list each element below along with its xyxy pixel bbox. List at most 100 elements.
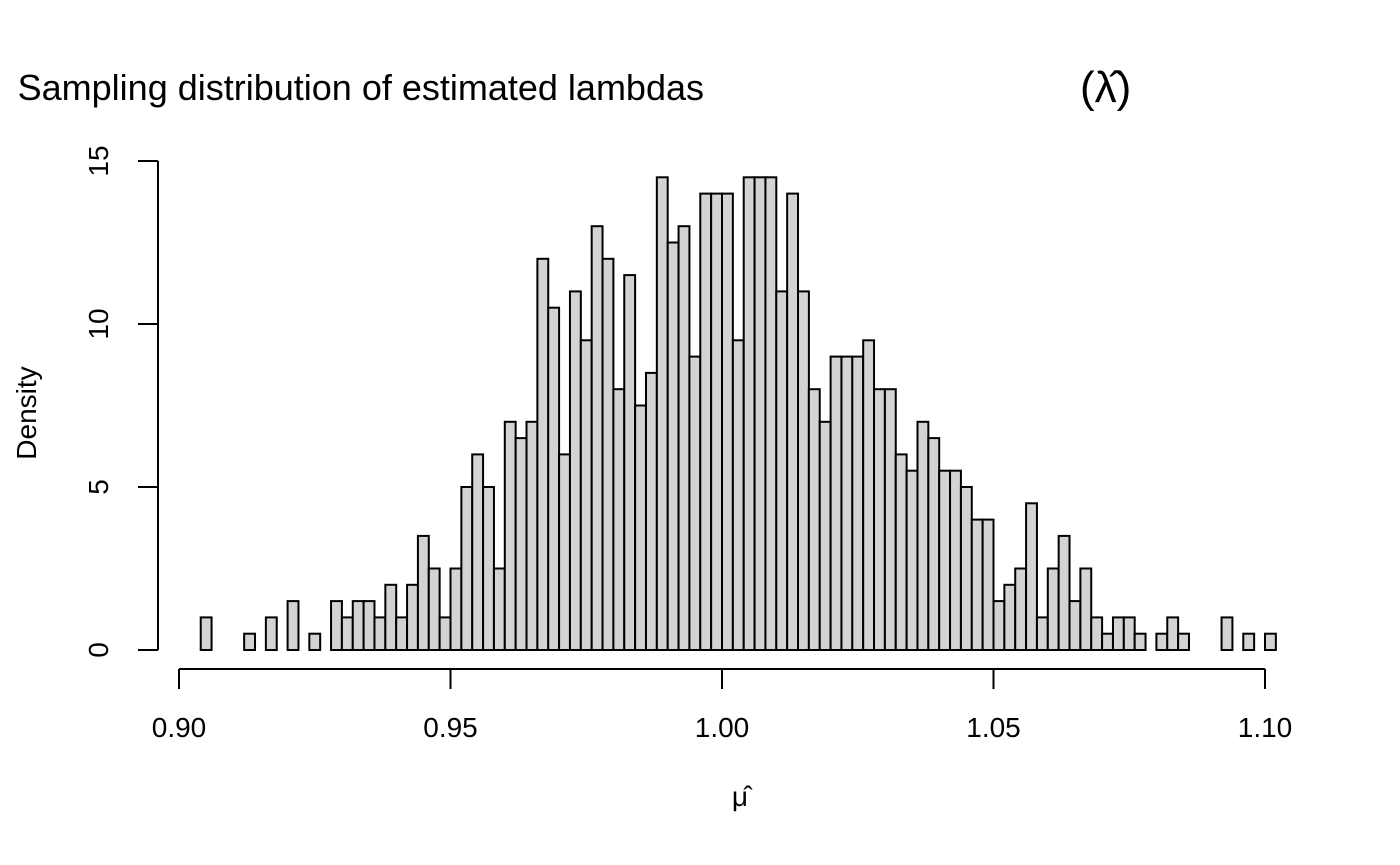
histogram-bar	[981, 518, 995, 651]
histogram-bar	[590, 225, 604, 651]
y-tick-label: 5	[83, 479, 114, 495]
histogram-bar	[905, 469, 919, 652]
histogram-bar	[829, 355, 843, 651]
histogram-bar	[525, 420, 539, 651]
histogram-bar	[406, 583, 419, 651]
x-tick-label: 1.05	[966, 712, 1021, 743]
y-tick-label: 10	[83, 308, 114, 339]
histogram-bar	[721, 192, 734, 651]
histogram-bar	[840, 355, 854, 651]
histogram-bar	[536, 257, 550, 651]
histogram-bar	[1025, 502, 1038, 651]
histogram-bar	[330, 600, 343, 651]
histogram-bar	[351, 600, 365, 651]
histogram-bar	[970, 518, 984, 651]
y-axis: 0 5 10 15	[83, 145, 159, 658]
histogram-bar	[1133, 632, 1147, 652]
histogram-bar	[786, 192, 800, 651]
histogram-bar	[1264, 632, 1277, 652]
y-tick-label: 15	[83, 145, 114, 176]
histogram-bar	[492, 567, 506, 651]
histogram-bar	[634, 404, 647, 651]
histogram-bar	[601, 257, 615, 651]
histogram-bar	[1035, 616, 1049, 652]
histogram-bar	[1111, 616, 1125, 652]
histogram-bar	[438, 616, 452, 652]
histogram-bar	[992, 600, 1006, 651]
histogram-bar	[1220, 616, 1234, 652]
histogram-bar	[1177, 632, 1190, 652]
x-axis: 0.90 0.95 1.00 1.05 1.10	[152, 668, 1293, 743]
histogram-bar	[1003, 583, 1017, 651]
histogram-bar	[340, 616, 354, 652]
x-tick-label: 1.10	[1238, 712, 1293, 743]
histogram-bar	[482, 486, 495, 651]
histogram-bars	[199, 176, 1277, 652]
histogram-bar	[655, 176, 669, 652]
histogram-bar	[373, 616, 387, 652]
histogram-bar	[362, 600, 376, 651]
chart-title: Sampling distribution of estimated lambd…	[18, 63, 1132, 112]
x-axis-label: μ̂	[732, 781, 753, 812]
histogram-bar	[764, 176, 778, 652]
histogram-bar	[807, 388, 821, 651]
histogram-bar	[818, 420, 832, 651]
histogram-bar	[1090, 616, 1104, 652]
histogram-bar	[1155, 632, 1169, 652]
histogram-bar	[264, 616, 278, 652]
histogram-bar	[862, 339, 876, 651]
x-tick-label: 1.00	[695, 712, 750, 743]
histogram-bar	[927, 437, 941, 651]
histogram-bar	[644, 371, 658, 651]
histogram-bar	[243, 632, 257, 652]
histogram-bar	[666, 241, 680, 651]
histogram-bar	[938, 469, 952, 652]
histogram-bar	[568, 290, 582, 651]
histogram-bar	[949, 469, 962, 652]
histogram-bar	[449, 567, 463, 651]
histogram-bar	[514, 437, 528, 651]
histogram-bar	[873, 388, 886, 651]
histogram-bar	[916, 420, 930, 651]
histogram-bar	[623, 274, 637, 651]
histogram-bar	[558, 453, 571, 651]
histogram-bar	[753, 176, 767, 652]
histogram-bar	[731, 339, 745, 651]
histogram-bar	[1057, 534, 1071, 652]
histogram-bar	[742, 176, 756, 652]
histogram-bar	[1242, 632, 1256, 652]
histogram-bar	[1079, 567, 1093, 651]
chart-title-symbol: (λ̂)	[1080, 63, 1131, 112]
histogram-bar	[775, 290, 789, 651]
chart-title-text: Sampling distribution of estimated lambd…	[18, 67, 704, 108]
histogram-bar	[503, 420, 517, 651]
histogram-bar	[1046, 567, 1060, 651]
histogram-bar	[395, 616, 409, 652]
histogram-bar	[547, 306, 561, 651]
histogram-bar	[1014, 567, 1028, 651]
histogram-bar	[416, 534, 430, 652]
histogram-bar	[1166, 616, 1180, 652]
histogram-bar	[1122, 616, 1136, 652]
histogram-bar	[710, 192, 724, 651]
histogram-bar	[677, 225, 691, 651]
histogram-bar	[894, 453, 908, 651]
y-tick-label: 0	[83, 642, 114, 658]
x-tick-label: 0.90	[152, 712, 207, 743]
histogram-bar	[384, 583, 398, 651]
histogram-bar	[959, 486, 973, 651]
histogram-bar	[851, 355, 865, 651]
histogram-bar	[471, 453, 485, 651]
histogram-bar	[460, 486, 474, 651]
histogram-bar	[688, 355, 702, 651]
x-tick-label: 0.95	[423, 712, 478, 743]
histogram-bar	[579, 339, 593, 651]
histogram-bar	[612, 388, 626, 651]
histogram-bar	[199, 616, 213, 652]
histogram-bar	[286, 600, 300, 651]
histogram-bar	[883, 388, 897, 651]
histogram-bar	[308, 632, 322, 652]
histogram-bar	[699, 192, 713, 651]
histogram-bar	[1101, 632, 1114, 652]
